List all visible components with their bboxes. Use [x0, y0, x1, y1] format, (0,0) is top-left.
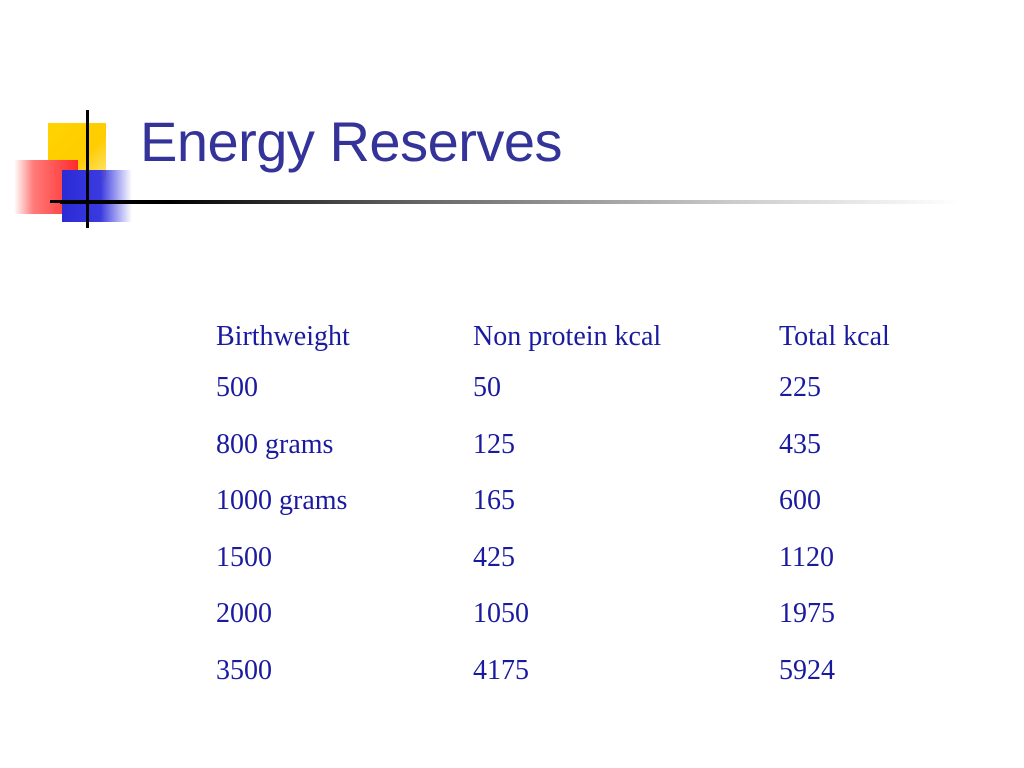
cell-total-kcal: 600	[779, 485, 821, 517]
cell-non-protein-kcal: 50	[473, 372, 501, 404]
table-row: 500 50 225	[216, 360, 929, 417]
logo-vertical-line	[86, 110, 89, 228]
cell-birthweight: 3500	[216, 654, 272, 686]
energy-reserves-table: Birthweight Non protein kcal Total kcal …	[216, 314, 929, 699]
cell-total-kcal: 1975	[779, 598, 835, 630]
cell-birthweight: 1000 grams	[216, 485, 348, 517]
table-header-row: Birthweight Non protein kcal Total kcal	[216, 314, 929, 360]
cell-non-protein-kcal: 165	[473, 485, 515, 517]
cell-total-kcal: 5924	[779, 654, 835, 686]
title-underline	[60, 200, 960, 204]
cell-total-kcal: 435	[779, 428, 821, 460]
cell-non-protein-kcal: 4175	[473, 654, 529, 686]
table-row: 1000 grams 165 600	[216, 473, 929, 530]
cell-non-protein-kcal: 125	[473, 428, 515, 460]
table-row: 2000 1050 1975	[216, 586, 929, 643]
table-row: 1500 425 1120	[216, 530, 929, 587]
cell-birthweight: 2000	[216, 598, 272, 630]
table-row: 3500 4175 5924	[216, 643, 929, 700]
blue-square	[62, 170, 132, 222]
slide-title: Energy Reserves	[140, 110, 563, 173]
cell-total-kcal: 225	[779, 372, 821, 404]
cell-non-protein-kcal: 425	[473, 541, 515, 573]
cell-birthweight: 1500	[216, 541, 272, 573]
cell-birthweight: 800 grams	[216, 428, 334, 460]
column-header-birthweight: Birthweight	[216, 321, 350, 352]
cell-birthweight: 500	[216, 372, 258, 404]
cell-total-kcal: 1120	[779, 541, 834, 573]
decorative-squares-logo	[0, 100, 150, 235]
table-row: 800 grams 125 435	[216, 417, 929, 474]
column-header-non-protein-kcal: Non protein kcal	[473, 321, 662, 352]
cell-non-protein-kcal: 1050	[473, 598, 529, 630]
column-header-total-kcal: Total kcal	[779, 321, 890, 352]
